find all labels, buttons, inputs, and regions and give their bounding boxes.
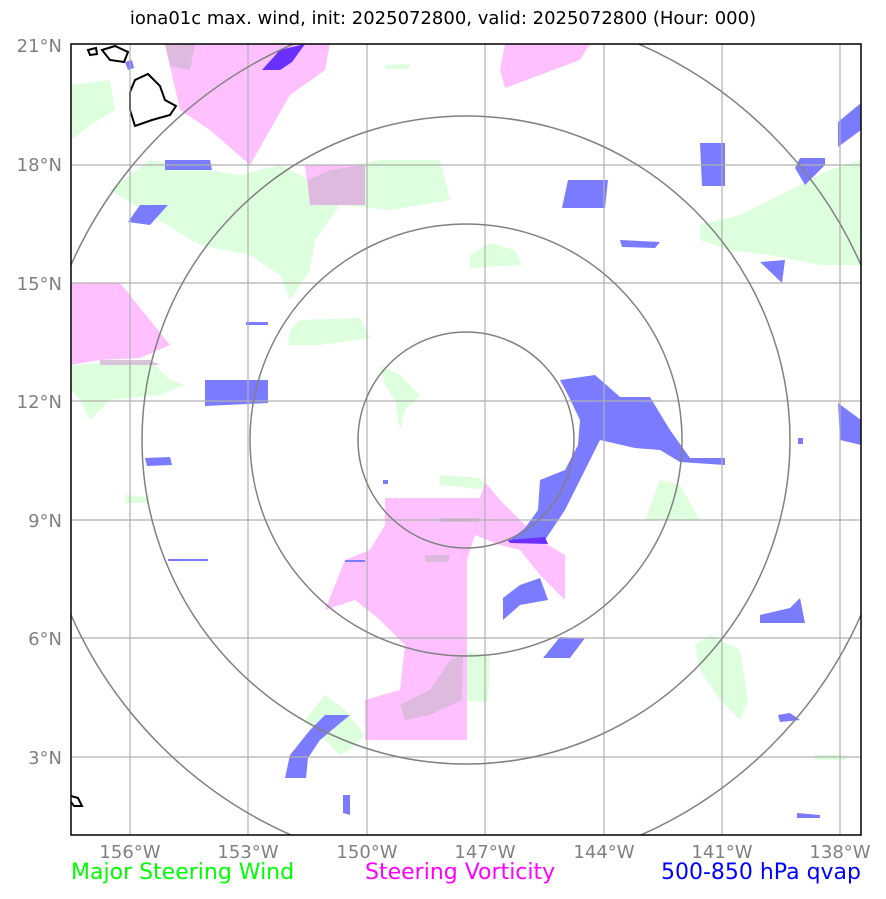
lon-label: 147°W <box>454 842 515 863</box>
qvap-area <box>168 559 208 561</box>
wind-area <box>288 318 370 345</box>
overlap-area <box>400 655 463 720</box>
lon-label: 141°W <box>691 842 752 863</box>
qvap-area <box>760 260 785 283</box>
wind-area <box>440 475 490 490</box>
vorticity-area <box>325 482 565 740</box>
lon-label: 150°W <box>336 842 397 863</box>
qvap-area <box>562 180 608 208</box>
range-ring <box>141 115 791 765</box>
wind-area <box>645 480 700 520</box>
qvap-area <box>246 322 268 325</box>
qvap-overlap-area <box>540 578 548 600</box>
overlap-area <box>165 44 195 70</box>
map-title: iona01c max. wind, init: 2025072800, val… <box>129 8 757 29</box>
wind-area <box>470 243 522 268</box>
wind-area <box>71 80 115 140</box>
lon-label: 153°W <box>217 842 278 863</box>
range-ring <box>71 44 861 835</box>
legend-vorticity: Steering Vorticity <box>365 860 556 885</box>
qvap-area <box>798 438 803 444</box>
wind-area <box>700 160 861 265</box>
qvap-area <box>838 403 861 445</box>
lon-label: 144°W <box>573 842 634 863</box>
lon-label: 138°W <box>809 842 870 863</box>
overlap-areas <box>100 44 480 720</box>
qvap-area <box>205 380 268 406</box>
overlap-area <box>308 165 365 205</box>
qvap-overlap-area <box>262 44 305 70</box>
qvap-overlap-area <box>508 537 548 544</box>
qvap-area <box>838 103 861 147</box>
island-outline <box>71 795 84 807</box>
qvap-area <box>508 375 725 542</box>
qvap-area <box>797 813 820 818</box>
wind-area <box>71 360 185 420</box>
vorticity-area <box>71 283 170 365</box>
island-outline <box>86 46 99 57</box>
wind-area <box>110 160 450 300</box>
range-rings <box>71 44 861 835</box>
lon-axis: 156°W 153°W 150°W 147°W 144°W 141°W 138°… <box>99 842 870 863</box>
qvap-area <box>620 240 660 248</box>
legend-qvap: 500-850 hPa qvap <box>660 860 861 885</box>
qvap-area <box>145 457 172 466</box>
qvap-area <box>285 715 350 778</box>
lat-label: 12°N <box>17 392 62 413</box>
lat-label: 15°N <box>17 274 62 295</box>
lat-label: 18°N <box>17 155 62 176</box>
range-ring <box>249 223 683 657</box>
lat-label: 3°N <box>28 748 62 769</box>
qvap-area <box>503 578 548 620</box>
wind-area <box>380 365 420 430</box>
map-frame <box>70 43 862 836</box>
qvap-area <box>543 637 585 658</box>
range-ring <box>357 331 575 549</box>
qvap-area <box>760 598 805 623</box>
vorticity-area <box>500 44 590 88</box>
lon-label: 156°W <box>99 842 160 863</box>
qvap-overlap-areas <box>262 44 548 600</box>
qvap-area <box>343 795 350 815</box>
legend-wind: Major Steering Wind <box>71 860 295 885</box>
qvap-area <box>383 480 388 484</box>
lat-axis: 21°N 18°N 15°N 12°N 9°N 6°N 3°N <box>17 36 62 769</box>
wind-area <box>125 495 150 503</box>
qvap-areas <box>125 44 861 818</box>
overlap-area <box>425 555 450 562</box>
island-outline <box>100 44 130 64</box>
wind-area <box>385 64 410 69</box>
lat-label: 21°N <box>17 36 62 57</box>
qvap-area <box>345 560 365 562</box>
lat-label: 6°N <box>28 629 62 650</box>
lat-label: 9°N <box>28 511 62 532</box>
qvap-area <box>128 205 168 225</box>
island-outline <box>129 72 178 128</box>
grid-lines <box>71 44 861 835</box>
coastline <box>71 44 178 807</box>
